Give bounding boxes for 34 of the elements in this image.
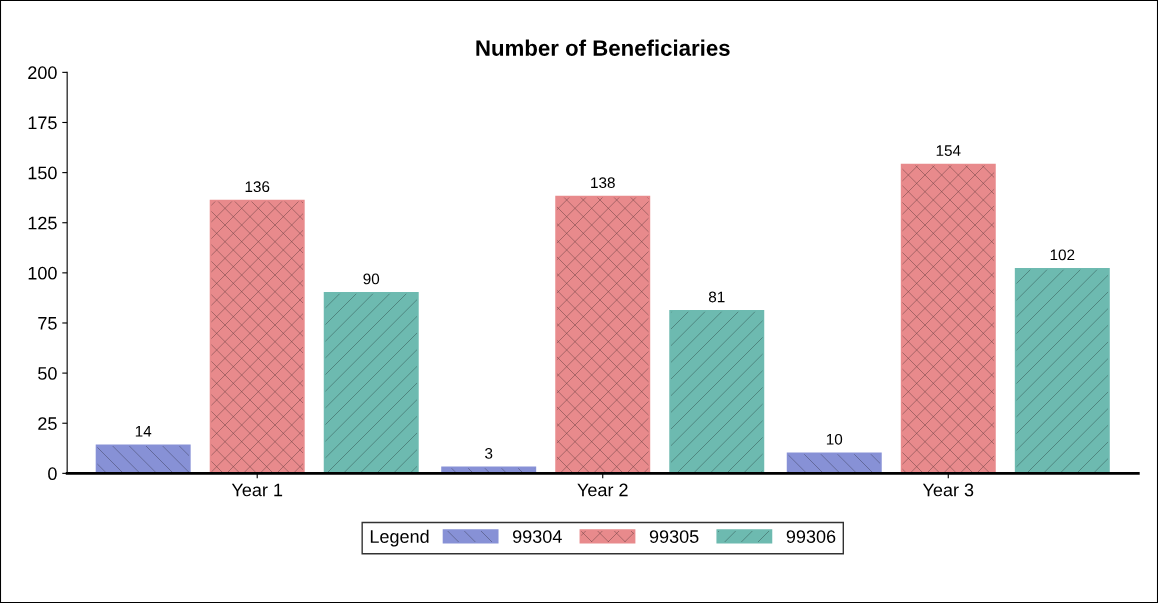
data-label: 90 (363, 273, 380, 285)
legend-label: 99306 (786, 530, 836, 543)
data-label: 10 (826, 433, 843, 445)
y-tick-label: 150 (28, 166, 57, 180)
y-tick-label: 50 (38, 367, 57, 380)
x-tick-label: Year 2 (577, 483, 628, 497)
bar (323, 292, 419, 474)
legend-label: 99305 (649, 530, 699, 543)
x-tick-label: Year 1 (231, 483, 283, 497)
bar (95, 444, 191, 474)
bar (669, 310, 765, 474)
y-tick-label: 100 (28, 266, 57, 280)
y-tick-label: 175 (28, 116, 57, 130)
data-label: 102 (1050, 249, 1075, 261)
data-label: 138 (591, 177, 615, 189)
bar (900, 163, 996, 474)
bar (209, 199, 305, 474)
bar (555, 195, 651, 474)
bar (1014, 268, 1110, 474)
legend-label: 99304 (512, 530, 562, 543)
y-tick-label: 0 (48, 467, 57, 481)
y-tick-label: 200 (28, 66, 57, 80)
data-label: 154 (936, 145, 961, 157)
x-tick-label: Year 3 (922, 483, 974, 497)
y-tick-label: 125 (28, 216, 57, 230)
legend-title: Legend (370, 529, 429, 547)
data-label: 81 (708, 291, 725, 303)
data-label: 14 (135, 426, 152, 437)
data-label: 3 (485, 447, 493, 459)
chart-title: Number of Beneficiaries (476, 39, 730, 56)
data-label: 136 (245, 181, 270, 193)
y-tick-label: 75 (38, 317, 57, 330)
y-tick-label: 25 (38, 417, 57, 430)
bar (786, 452, 882, 474)
